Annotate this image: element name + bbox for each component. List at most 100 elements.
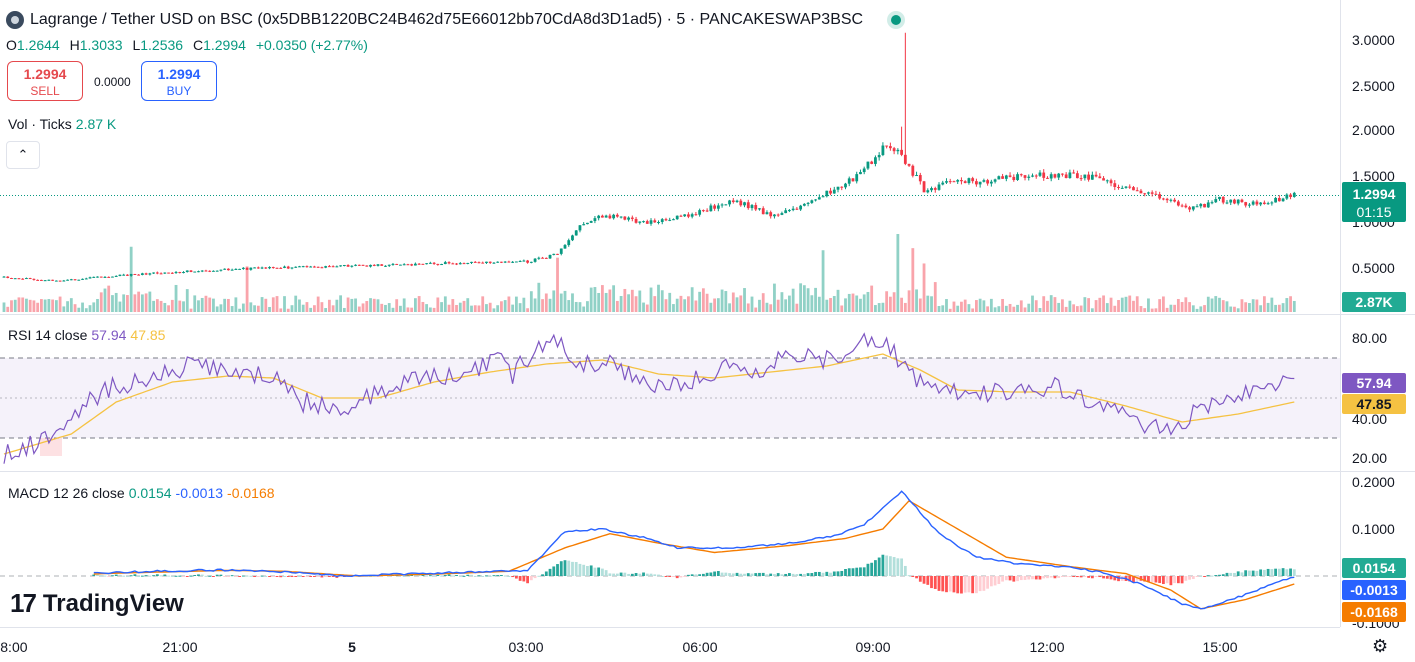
volume-bar <box>1109 297 1113 312</box>
candle-body <box>462 263 466 265</box>
candle-body <box>152 272 155 274</box>
volume-bar <box>140 294 144 312</box>
macd-hist-bar <box>903 565 907 576</box>
candle-body <box>1064 174 1068 178</box>
volume-bar <box>971 308 975 312</box>
macd-hist-bar <box>724 572 728 576</box>
macd-hist-bar <box>1083 576 1087 577</box>
volume-legend-value: 2.87 K <box>75 116 117 132</box>
rsi-legend[interactable]: RSI 14 close 57.94 47.85 <box>8 327 165 343</box>
volume-bar <box>455 304 458 312</box>
candle-body <box>114 275 118 277</box>
macd-hist-bar <box>604 570 608 576</box>
candle-body <box>1162 198 1165 200</box>
volume-bar <box>582 306 586 312</box>
volume-bar <box>664 299 668 312</box>
volume-bar <box>47 299 51 312</box>
candle-body <box>1038 172 1042 176</box>
ohlc-legend: O1.2644 H1.3033 L1.2536 C1.2994 +0.0350 … <box>6 37 374 53</box>
volume-bar <box>399 305 402 312</box>
macd-hist-bar <box>1206 575 1210 577</box>
candle-body <box>975 181 978 185</box>
volume-bar <box>978 298 982 312</box>
candle-body <box>690 214 694 217</box>
volume-bar <box>331 305 335 312</box>
candle-body <box>1034 175 1038 177</box>
candle-body <box>1236 199 1240 204</box>
volume-bar <box>817 296 821 312</box>
macd-hist-bar <box>597 567 601 576</box>
symbol-title[interactable]: Lagrange / Tether USD on BSC (0x5DBB1220… <box>30 11 864 28</box>
candle-body <box>133 273 137 275</box>
volume-bar <box>1259 305 1263 312</box>
macd-hist-bar <box>709 572 713 576</box>
macd-legend[interactable]: MACD 12 26 close 0.0154 -0.0013 -0.0168 <box>8 485 275 501</box>
volume-bar <box>21 297 25 312</box>
rsi-badge: 57.94 <box>1342 373 1406 393</box>
settings-gear-icon[interactable]: ⚙ <box>1372 636 1389 656</box>
candle-body <box>1087 174 1090 180</box>
macd-hist-bar <box>264 575 268 577</box>
macd-hist-bar <box>1001 576 1004 582</box>
volume-bar <box>900 297 903 312</box>
volume-bar <box>653 296 657 312</box>
macd-hist-bar <box>1109 576 1113 580</box>
volume-bar <box>406 307 410 312</box>
macd-hist-bar <box>511 576 515 578</box>
macd-hist-bar <box>215 574 219 576</box>
macd-hist-bar <box>1251 570 1255 576</box>
volume-bar <box>619 296 623 312</box>
volume-legend[interactable]: Vol · Ticks 2.87 K <box>8 116 116 132</box>
macd-hist-bar <box>417 575 421 577</box>
volume-bar <box>227 298 230 312</box>
candle-body <box>933 188 937 190</box>
tradingview-brand[interactable]: 17 TradingView <box>10 588 184 619</box>
volume-bar <box>1064 306 1068 312</box>
price-axis[interactable]: 3.0000 2.5000 2.0000 1.5000 1.0000 0.500… <box>1352 32 1395 276</box>
volume-bar <box>361 303 365 312</box>
candle-body <box>1154 193 1158 195</box>
symbol-header[interactable]: Lagrange / Tether USD on BSC (0x5DBB1220… <box>6 8 902 32</box>
volume-bar <box>1049 295 1053 312</box>
candle-body <box>556 253 559 255</box>
candle-body <box>1150 192 1154 194</box>
volume-bar <box>178 300 182 312</box>
price-tick: 3.0000 <box>1352 32 1395 48</box>
candle-body <box>380 264 384 266</box>
market-status-icon[interactable] <box>891 15 902 25</box>
open-value: 1.2644 <box>16 37 60 53</box>
sell-button[interactable]: 1.2994 SELL <box>7 61 83 101</box>
volume-bar <box>1210 298 1214 312</box>
candle-body <box>1259 202 1263 205</box>
volume-bar <box>197 300 200 312</box>
macd-hist-bar <box>245 575 249 577</box>
candle-body <box>1083 174 1087 179</box>
macd-hist-bar <box>1098 576 1102 578</box>
volume-bar <box>776 299 780 312</box>
volume-bar <box>316 296 320 312</box>
candle-body <box>844 183 847 188</box>
candle-body <box>903 154 907 164</box>
volume-bar <box>425 304 429 312</box>
macd-hist-bar <box>1143 576 1147 582</box>
volume-bar <box>630 289 634 312</box>
collapse-indicators-button[interactable]: ⌃ <box>6 141 40 169</box>
macd-hist-bar <box>668 576 672 577</box>
candle-body <box>683 214 687 217</box>
rsi-axis[interactable]: 80.00 40.00 20.00 <box>1352 330 1387 466</box>
candle-body <box>406 264 410 266</box>
macd-hist-bar <box>114 574 118 576</box>
candle-body <box>13 278 17 280</box>
time-tick: 06:00 <box>682 639 717 655</box>
candle-body <box>885 145 889 147</box>
candle-body <box>1061 173 1064 175</box>
time-axis[interactable]: 18:00 21:00 5 03:00 06:00 09:00 12:00 15… <box>0 639 1238 655</box>
buy-button[interactable]: 1.2994 BUY <box>141 61 217 101</box>
candle-body <box>982 180 986 182</box>
candle-body <box>200 270 204 272</box>
macd-hist-bar <box>892 557 896 576</box>
candle-body <box>1285 194 1289 199</box>
candle-body <box>986 180 990 184</box>
macd-hist-bar <box>290 576 294 577</box>
